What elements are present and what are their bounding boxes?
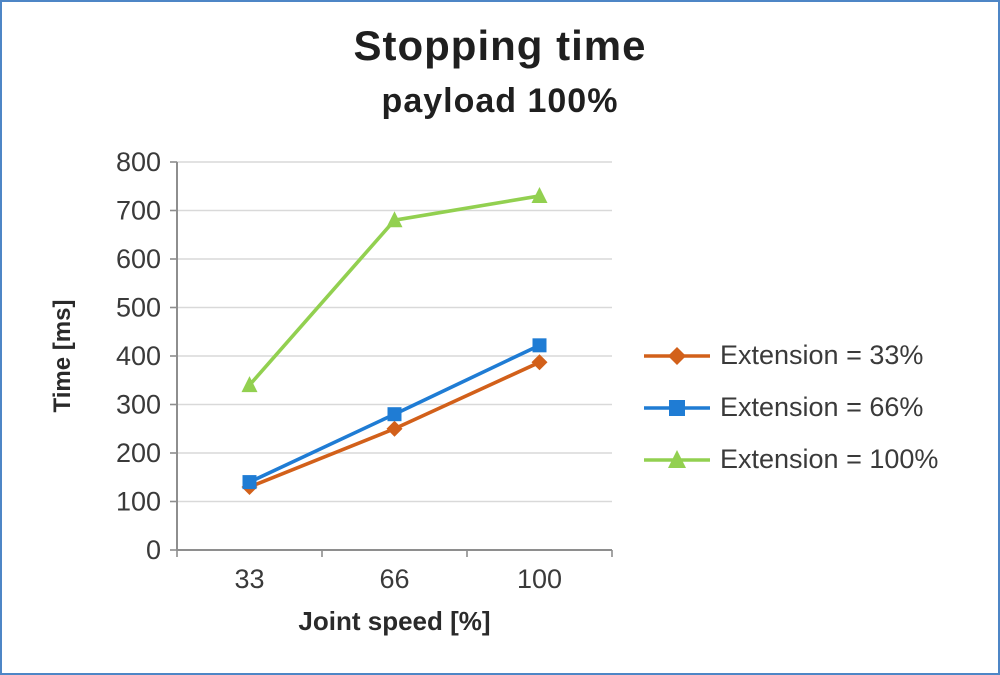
chart-subtitle: payload 100% [381, 82, 619, 120]
x-tick-label: 66 [379, 564, 409, 594]
y-axis-title: Time [ms] [49, 300, 76, 413]
y-tick-label: 200 [116, 438, 161, 468]
chart-title: Stopping time [353, 22, 647, 69]
y-tick-label: 500 [116, 293, 161, 323]
marker-square [532, 338, 547, 353]
y-tick-label: 300 [116, 390, 161, 420]
y-tick-label: 100 [116, 487, 161, 517]
x-axis-title: Joint speed [%] [298, 606, 490, 636]
legend-marker-square [644, 399, 710, 416]
legend-item-extension-66: Extension = 66% [644, 392, 938, 423]
legend-item-extension-33: Extension = 33% [644, 340, 938, 371]
marker-triangle [386, 211, 403, 228]
marker-square [669, 399, 685, 416]
marker-square [387, 407, 402, 422]
y-tick-label: 600 [116, 244, 161, 274]
marker-diamond [386, 420, 403, 437]
marker-square [242, 475, 257, 490]
marker-triangle [668, 449, 686, 468]
marker-triangle [241, 376, 258, 393]
y-tick-label: 700 [116, 196, 161, 226]
x-tick-label: 100 [517, 564, 562, 594]
chart-legend: Extension = 33% Extension = 66% Extensio… [644, 340, 938, 475]
marker-diamond [531, 354, 548, 371]
marker-triangle [531, 186, 548, 203]
legend-label: Extension = 100% [720, 444, 939, 474]
marker-diamond [668, 346, 686, 365]
y-tick-label: 400 [116, 341, 161, 371]
y-tick-label: 800 [116, 147, 161, 177]
legend-label: Extension = 66% [720, 392, 924, 422]
y-tick-label: 0 [146, 535, 161, 565]
legend-marker-diamond [644, 346, 710, 365]
x-tick-label: 33 [234, 564, 264, 594]
legend-item-extension-100: Extension = 100% [644, 444, 938, 475]
legend-marker-triangle [644, 449, 710, 468]
legend-label: Extension = 33% [720, 340, 924, 370]
